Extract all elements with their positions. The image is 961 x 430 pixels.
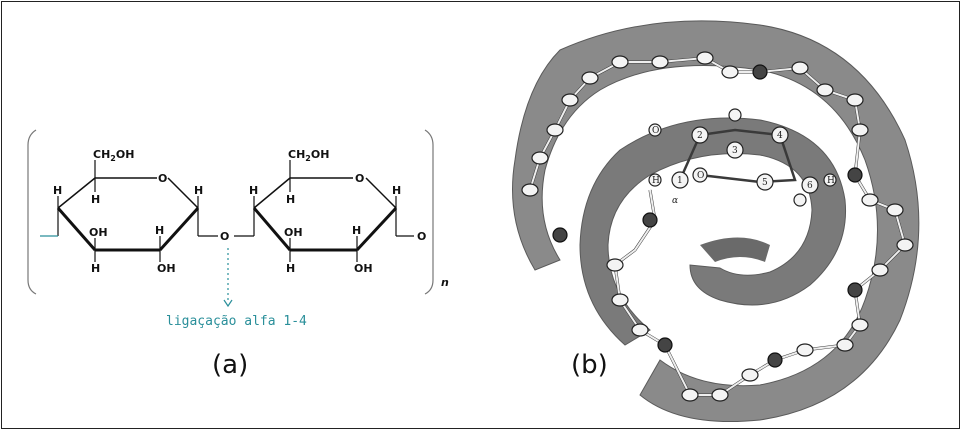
svg-text:O: O: [697, 171, 704, 181]
ring1-oxygen-label: O: [158, 172, 167, 185]
helix-detail-unit: 1 2 3 4 5 6 O H O H α: [648, 108, 837, 207]
svg-text:H: H: [827, 176, 835, 186]
ring2-oh-c3: OH: [284, 226, 303, 239]
ring1-h-c2: H: [155, 224, 164, 237]
ring1-oh-c2: OH: [157, 262, 176, 275]
repeat-n-label: n: [441, 276, 449, 289]
ring2-oxygen-label: O: [355, 172, 364, 185]
ring2-h-c5: H: [286, 193, 295, 206]
helix-ribbon-tail: [700, 237, 770, 262]
glucose-ring-1: [40, 160, 254, 262]
ring2-h-c2: H: [352, 224, 361, 237]
ring1-h-c3: H: [91, 262, 100, 275]
svg-text:6: 6: [807, 181, 813, 191]
right-bracket: [424, 129, 434, 295]
helix-chain-inner: [529, 56, 907, 396]
ring2-oh-c2: OH: [354, 262, 373, 275]
ring1-oh-c3: OH: [89, 226, 108, 239]
ring1-h-c4: H: [53, 184, 62, 197]
ring1-h-c5: H: [91, 193, 100, 206]
ring2-ch2oh-label: CH2OH: [288, 148, 329, 163]
svg-text:3: 3: [732, 146, 738, 156]
helix-ribbon-inner: [579, 117, 847, 346]
svg-text:2: 2: [697, 131, 703, 141]
ring2-h-c3: H: [286, 262, 295, 275]
left-bracket: [27, 129, 37, 295]
svg-text:5: 5: [762, 178, 768, 188]
ring2-h-c1: H: [392, 184, 401, 197]
ring1-h-c1: H: [194, 184, 203, 197]
glucose-ring-2: [252, 160, 414, 262]
amylose-helix: 1 2 3 4 5 6 O H O H α: [512, 20, 920, 423]
panel-b-label: (b): [571, 350, 608, 380]
ring1-ch2oh-label: CH2OH: [93, 148, 134, 163]
bridge-oxygen-label: O: [220, 230, 229, 243]
ring2-h-c4: H: [249, 184, 258, 197]
helix-bridge-oxygens: [552, 64, 863, 368]
linkage-caption: ligaçação alfa 1-4: [166, 314, 307, 329]
svg-text:1: 1: [677, 176, 683, 186]
svg-text:O: O: [652, 126, 659, 136]
linkage-arrowhead: [223, 299, 233, 308]
svg-text:4: 4: [777, 131, 783, 141]
helix-ring-atoms: [521, 51, 914, 402]
panel-a-label: (a): [212, 350, 249, 380]
end-oxygen-label: O: [417, 230, 426, 243]
alpha-label: α: [672, 196, 678, 206]
svg-text:H: H: [652, 176, 660, 186]
